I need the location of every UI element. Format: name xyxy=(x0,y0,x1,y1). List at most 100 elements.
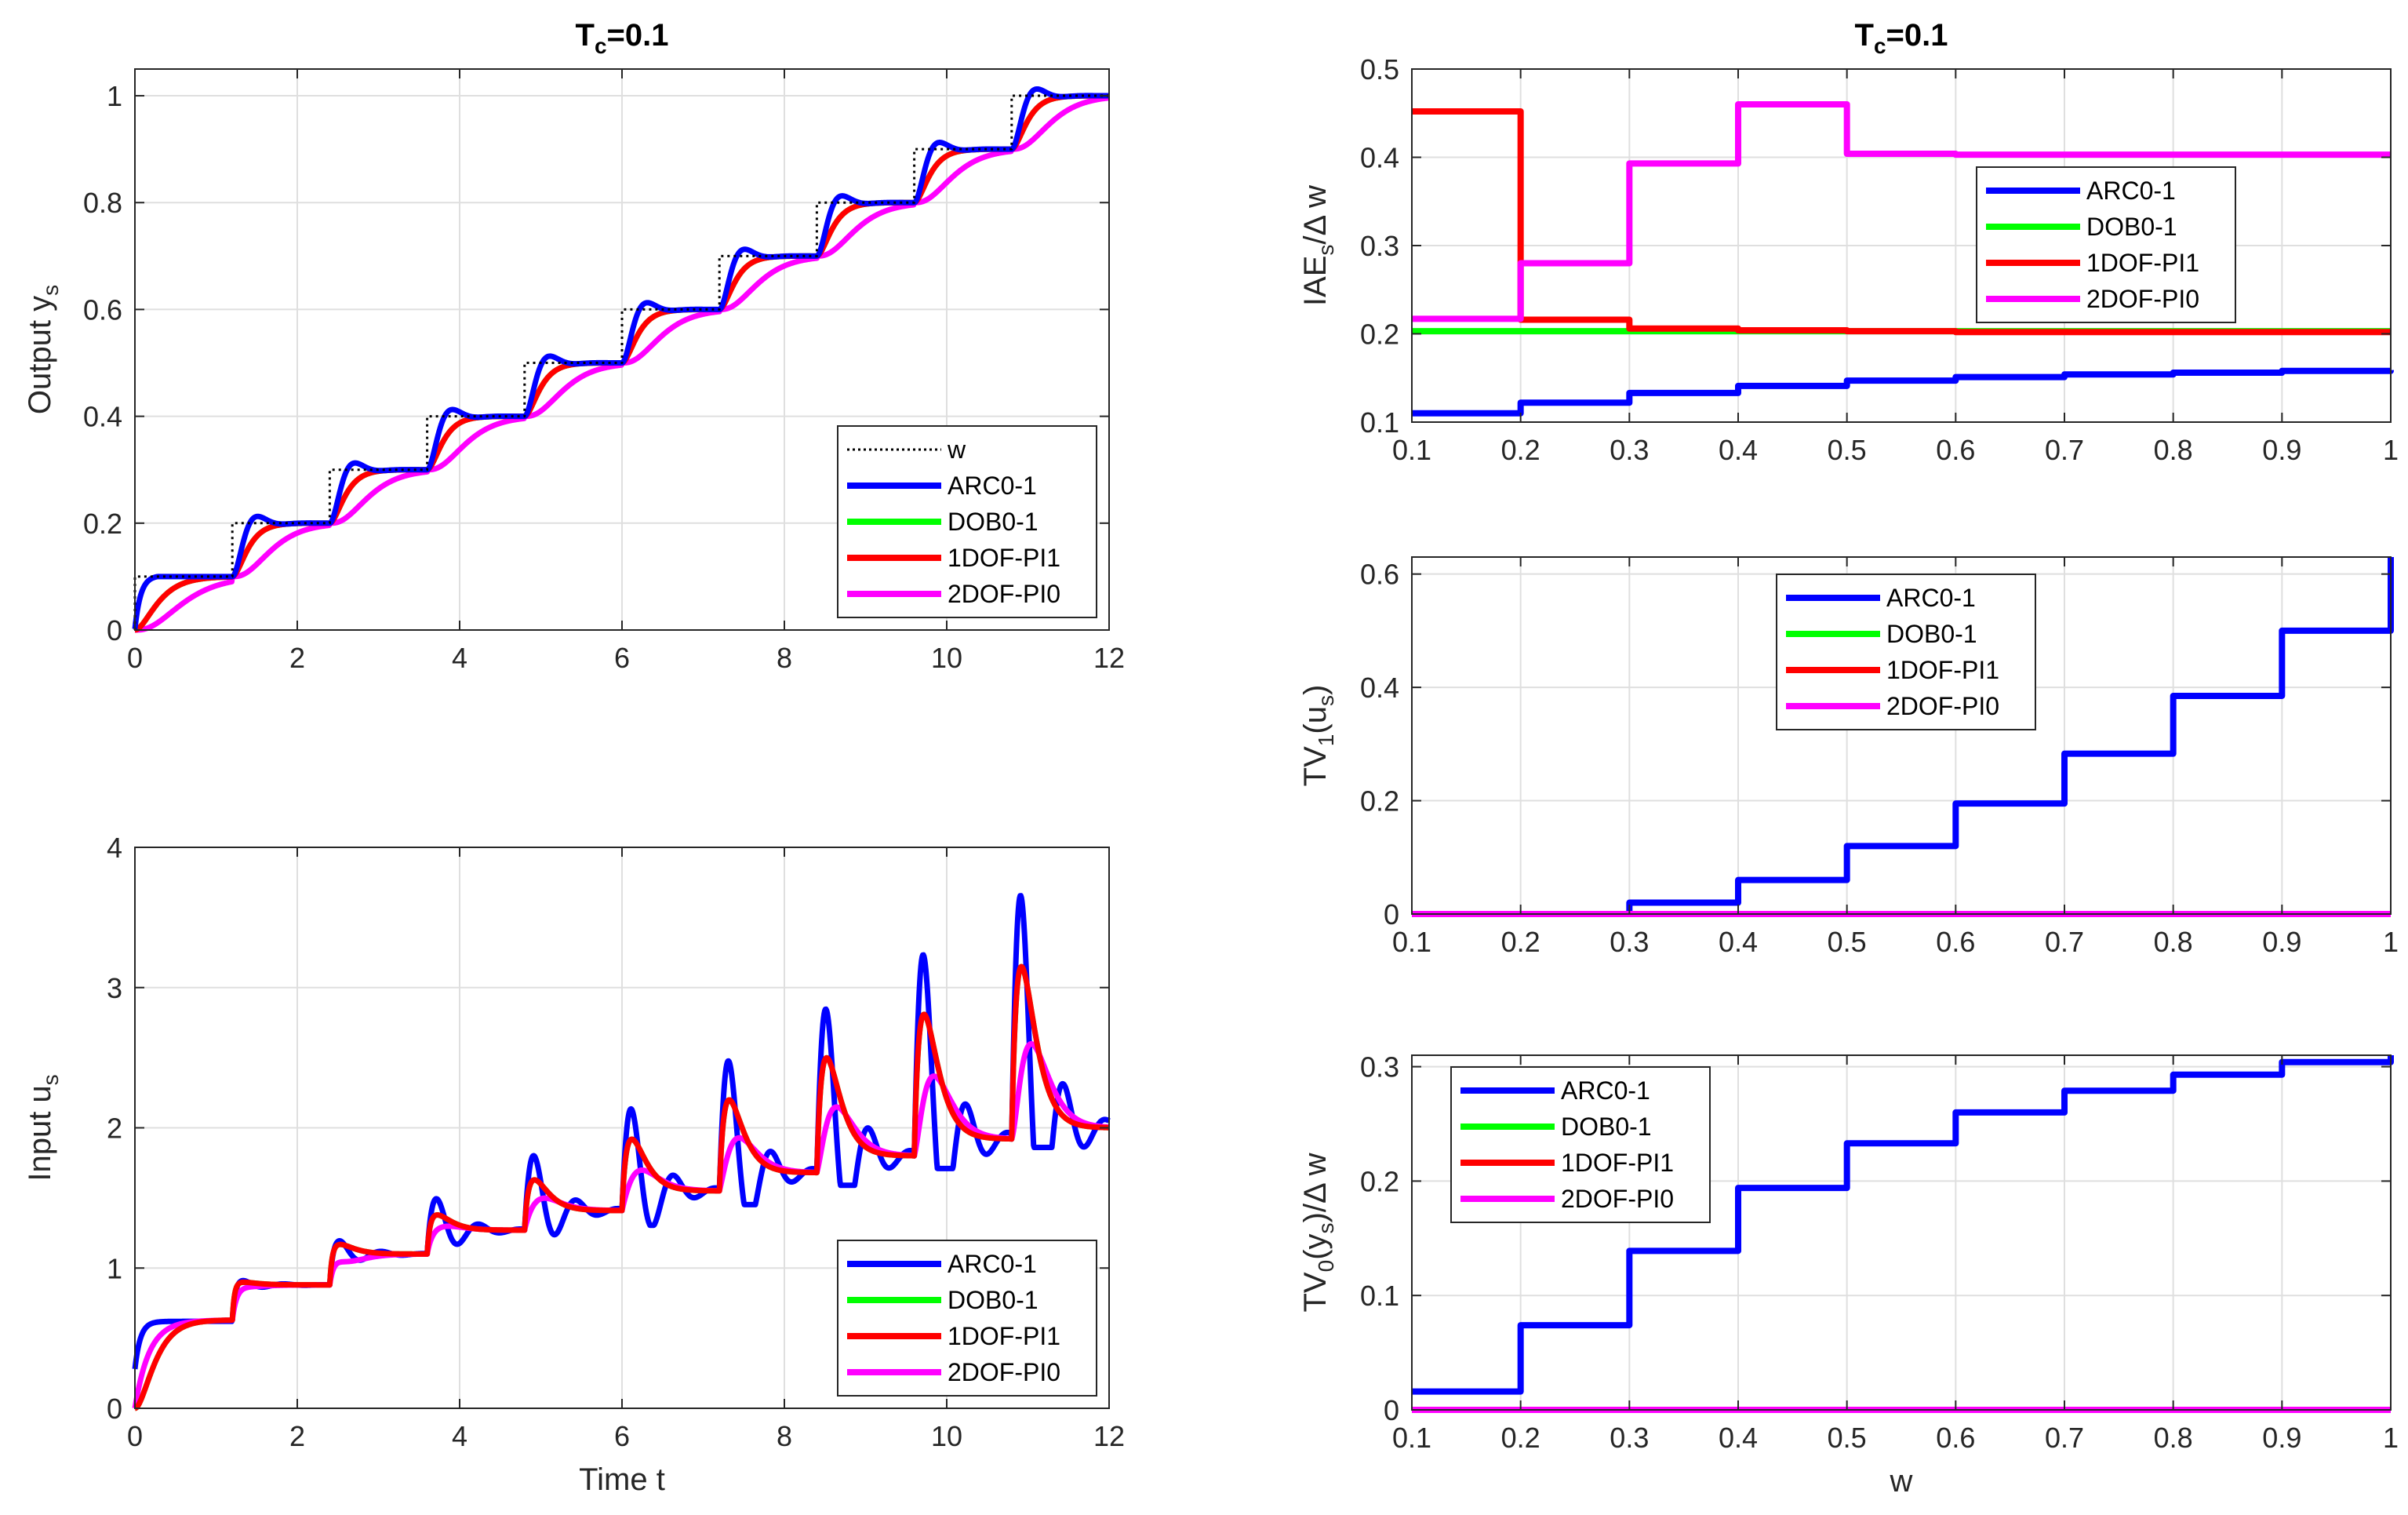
x-tick-label: 0.5 xyxy=(1828,434,1867,466)
legend-label-1DOF-PI1: 1DOF-PI1 xyxy=(948,544,1060,572)
x-tick-label: 0.1 xyxy=(1392,926,1431,958)
legend: ARC0-1 DOB0-1 1DOF-PI1 2DOF-PI0 xyxy=(1976,166,2236,323)
title-text: T xyxy=(1855,18,1874,53)
legend-label-ARC0-1: ARC0-1 xyxy=(948,472,1037,500)
title-text: T xyxy=(576,18,595,53)
x-tick-label: 0.9 xyxy=(2262,926,2301,958)
legend-label-ARC0-1: ARC0-1 xyxy=(1561,1076,1650,1105)
y-axis-label: IAEs/Δ w xyxy=(1298,185,1338,306)
y-axis-label-subscript: s xyxy=(38,285,63,296)
x-tick-label: 0.2 xyxy=(1501,434,1540,466)
chart-tv0: 0.1 0.2 0.3 0.4 0.5 0.6 0.7 0.8 0.9 100.10.20.3TV… xyxy=(1298,1051,2399,1499)
y-tick-label: 0 xyxy=(1384,898,1399,930)
y-tick-label: 3 xyxy=(107,972,122,1004)
series-line-1DOF-PI1 xyxy=(133,963,1111,1411)
y-tick-label: 0 xyxy=(1384,1394,1399,1426)
legend-label-DOB0-1: DOB0-1 xyxy=(1886,620,1977,648)
series-line-2DOF-PI0 xyxy=(1412,101,2391,322)
x-tick-label: 2 xyxy=(289,642,305,674)
y-tick-label: 0.3 xyxy=(1360,230,1399,262)
x-axis-label: w xyxy=(1890,1464,1913,1499)
y-tick-label: 0.4 xyxy=(1360,142,1399,174)
y-tick-label: 0.2 xyxy=(1360,785,1399,818)
y-tick-label: 0.1 xyxy=(1360,406,1399,439)
chart-output: 0 2 4 6 8 10 12 0 0.2 0.4 0.6 0.8 1 Output ys Tc=0.1 wA… xyxy=(23,18,1125,674)
x-tick-label: 0.3 xyxy=(1610,1422,1649,1454)
x-tick-label: 0 xyxy=(127,642,143,674)
y-tick-label: 0 xyxy=(107,614,122,646)
legend-label-2DOF-PI0: 2DOF-PI0 xyxy=(2086,285,2199,313)
y-tick-label: 0.2 xyxy=(83,508,122,540)
legend-label-1DOF-PI1: 1DOF-PI1 xyxy=(2086,249,2199,277)
x-tick-label: 0.3 xyxy=(1610,434,1649,466)
x-tick-label: 0.7 xyxy=(2045,1422,2084,1454)
y-axis-label-text: )/Δ w xyxy=(1298,1153,1333,1222)
series-line-1DOF-PI1 xyxy=(1412,108,2391,336)
series-line-ARC0-1 xyxy=(1412,1055,2394,1395)
x-tick-label: 6 xyxy=(614,642,630,674)
y-axis-label-subscript: 1 xyxy=(1314,734,1338,747)
chart-tv1: 0.1 0.2 0.3 0.4 0.5 0.6 0.7 0.8 0.9 1 0 0.2 0.4 0.6 TV… xyxy=(1298,556,2399,958)
legend-label-ARC0-1: ARC0-1 xyxy=(1886,584,1976,612)
y-axis-label-text: IAE xyxy=(1298,256,1333,306)
y-tick-label: 0.3 xyxy=(1360,1051,1399,1083)
y-axis-label-text: (y xyxy=(1298,1233,1333,1259)
legend-label-ARC0-1: ARC0-1 xyxy=(2086,177,2176,205)
y-axis-label-text: Input u xyxy=(23,1085,57,1181)
x-tick-label: 0.6 xyxy=(1936,1422,1975,1454)
x-tick-label: 0.1 xyxy=(1392,434,1431,466)
axes-frame xyxy=(1411,556,2392,915)
chart-iae: 0.1 0.2 0.3 0.4 0.5 0.6 0.7 0.8 0.9 1 0.1 0.2 0.3 0.4… xyxy=(1298,18,2399,466)
legend-label-DOB0-1: DOB0-1 xyxy=(948,508,1038,536)
x-tick-label: 0.7 xyxy=(2045,926,2084,958)
x-axis-label: Time t xyxy=(579,1462,665,1497)
y-axis-label: Output ys xyxy=(23,285,63,414)
y-axis-label-text: (u xyxy=(1298,706,1333,734)
y-tick-label: 2 xyxy=(107,1113,122,1145)
chart-title: Tc=0.1 xyxy=(576,18,669,58)
y-axis-label-subscript: s xyxy=(38,1074,63,1085)
y-tick-label: 4 xyxy=(107,832,122,864)
y-tick-label: 0.6 xyxy=(83,293,122,326)
x-tick-label: 0.4 xyxy=(1719,434,1758,466)
y-axis-label-text: ) xyxy=(1298,685,1333,695)
legend: ARC0-1 DOB0-1 1DOF-PI1 2DOF-PI0 xyxy=(1776,574,2036,730)
x-tick-label: 0.8 xyxy=(2154,434,2193,466)
y-tick-label: 1 xyxy=(107,80,122,112)
y-axis-label-text: /Δ w xyxy=(1298,185,1333,245)
y-axis-label-text: TV xyxy=(1298,746,1333,786)
x-tick-label: 0.3 xyxy=(1610,926,1649,958)
chart-title: Tc=0.1 xyxy=(1855,18,1948,58)
x-tick-label: 0.1 xyxy=(1392,1422,1431,1454)
x-tick-label: 12 xyxy=(1093,642,1125,674)
x-tick-label: 1 xyxy=(2383,926,2399,958)
legend-label-1DOF-PI1: 1DOF-PI1 xyxy=(1561,1149,1674,1177)
y-axis-label-subscript: 0 xyxy=(1314,1260,1338,1273)
x-tick-label: 8 xyxy=(777,642,792,674)
x-tick-label: 6 xyxy=(614,1420,630,1452)
x-tick-label: 0.8 xyxy=(2154,926,2193,958)
y-axis-label: TV1(us) xyxy=(1298,685,1338,787)
x-tick-label: 0.8 xyxy=(2154,1422,2193,1454)
y-tick-label: 0.2 xyxy=(1360,1165,1399,1197)
legend-label-DOB0-1: DOB0-1 xyxy=(948,1286,1038,1314)
y-tick-label: 0.2 xyxy=(1360,319,1399,351)
y-axis-label: Input us xyxy=(23,1074,63,1181)
y-axis-label-subscript: s xyxy=(1314,245,1338,256)
legend-label-ARC0-1: ARC0-1 xyxy=(948,1250,1037,1278)
y-tick-label: 0.4 xyxy=(83,401,122,433)
legend-label-DOB0-1: DOB0-1 xyxy=(1561,1113,1652,1141)
series-line-ARC0-1 xyxy=(1412,367,2394,417)
x-tick-label: 10 xyxy=(931,1420,962,1452)
x-tick-label: 2 xyxy=(289,1420,305,1452)
x-tick-label: 0.5 xyxy=(1828,926,1867,958)
x-tick-label: 10 xyxy=(931,642,962,674)
legend-label-w: w xyxy=(947,435,966,464)
y-axis-label-subscript: s xyxy=(1314,695,1338,706)
y-tick-label: 0.1 xyxy=(1360,1280,1399,1312)
legend: ARC0-1 DOB0-1 1DOF-PI1 2DOF-PI0 xyxy=(1450,1066,1711,1223)
y-axis-label-text: TV xyxy=(1298,1272,1333,1312)
x-tick-label: 0.6 xyxy=(1936,926,1975,958)
